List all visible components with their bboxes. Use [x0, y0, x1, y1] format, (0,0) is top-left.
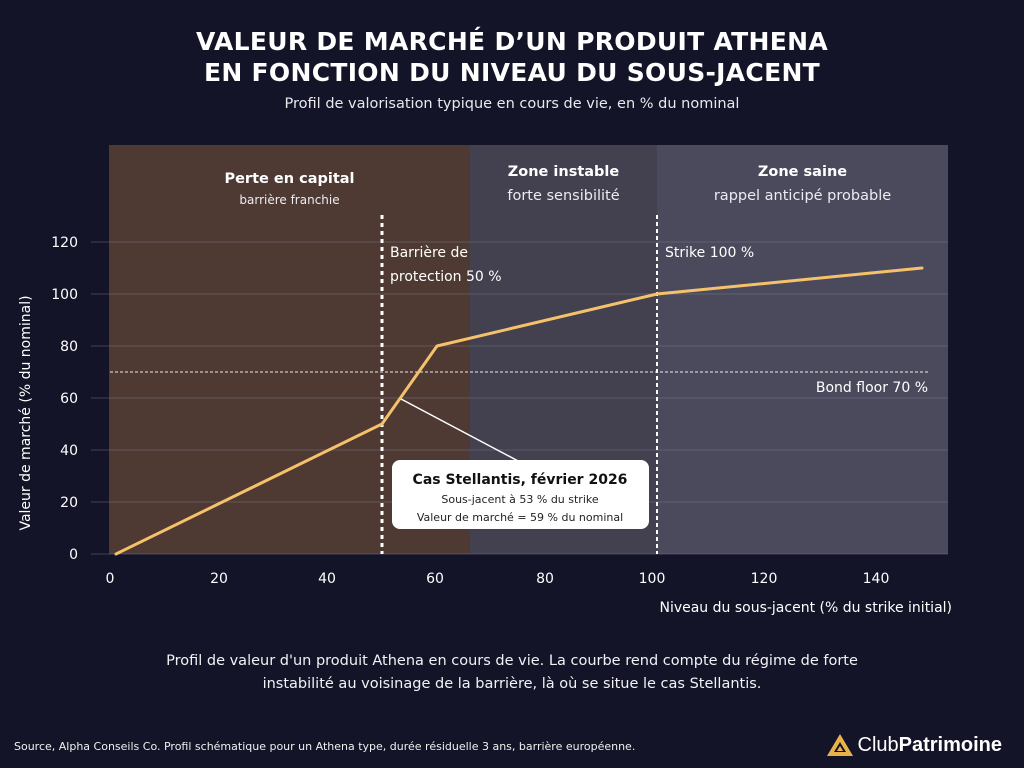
x-tick-label-100: 100 [639, 571, 666, 587]
y-tick-label-100: 100 [51, 287, 78, 303]
logo-wordmark: ClubPatrimoine [858, 734, 1003, 757]
x-tick-label-20: 20 [210, 571, 228, 587]
annotation-line-1: Sous-jacent à 53 % du strike [441, 493, 599, 506]
x-tick-label-120: 120 [751, 571, 778, 587]
y-tick-label-80: 80 [60, 339, 78, 355]
triangle-logo-icon [826, 734, 853, 756]
y-tick-label-40: 40 [60, 443, 78, 459]
zone-1-subtitle: barrière franchie [239, 193, 339, 207]
barrier-label-line-1: Barrière de [390, 245, 468, 261]
y-tick-label-60: 60 [60, 391, 78, 407]
chart-caption: Profil de valeur d'un produit Athena en … [100, 650, 924, 696]
value-curve [114, 266, 924, 556]
annotation-title: Cas Stellantis, février 2026 [413, 472, 628, 488]
x-axis-label: Niveau du sous-jacent (% du strike initi… [659, 600, 952, 616]
annotation-line-2: Valeur de marché = 59 % du nominal [417, 511, 623, 524]
x-tick-label-140: 140 [863, 571, 890, 587]
zone-2-title: Zone instable [508, 164, 620, 180]
zone-1-title: Perte en capital [224, 171, 354, 187]
caption-line-2: instabilité au voisinage de la barrière,… [262, 676, 762, 692]
zone-3-background [657, 145, 948, 554]
market-value-chart: Perte en capital barrière franchie Zone in… [18, 145, 952, 616]
y-axis-label: Valeur de marché (% du nominal) [18, 295, 34, 530]
source-note: Source, Alpha Conseils Co. Profil schéma… [14, 740, 636, 753]
logo-wordmark-part1: Club [857, 733, 899, 756]
zone-2-subtitle: forte sensibilité [507, 188, 619, 204]
zone-3-subtitle: rappel anticipé probable [714, 188, 891, 204]
zone-3-title: Zone saine [758, 164, 847, 180]
title-line-1: VALEUR DE MARCHÉ D’UN PRODUIT ATHENA [196, 27, 828, 56]
x-tick-label-40: 40 [318, 571, 336, 587]
annotation-leader-line [400, 398, 521, 463]
page-subtitle: Profil de valorisation typique en cours … [284, 96, 740, 112]
caption-line-1: Profil de valeur d'un produit Athena en … [166, 653, 858, 669]
x-tick-label-80: 80 [536, 571, 554, 587]
bond-floor-label: Bond floor 70 % [816, 380, 928, 396]
x-tick-label-0: 0 [106, 571, 115, 587]
barrier-label-line-2: protection 50 % [390, 269, 502, 285]
page-title: VALEUR DE MARCHÉ D’UN PRODUIT ATHENA EN … [0, 26, 1024, 88]
x-tick-label-60: 60 [426, 571, 444, 587]
y-tick-label-0: 0 [69, 547, 78, 563]
strike-label: Strike 100 % [665, 245, 754, 261]
y-tick-label-120: 120 [51, 235, 78, 251]
y-tick-label-20: 20 [60, 495, 78, 511]
title-line-2: EN FONCTION DU NIVEAU DU SOUS-JACENT [203, 58, 821, 87]
annotation-box [392, 460, 649, 529]
club-patrimoine-logo: ClubPatrimoine [826, 733, 1003, 757]
logo-wordmark-part2: Patrimoine [898, 733, 1002, 756]
